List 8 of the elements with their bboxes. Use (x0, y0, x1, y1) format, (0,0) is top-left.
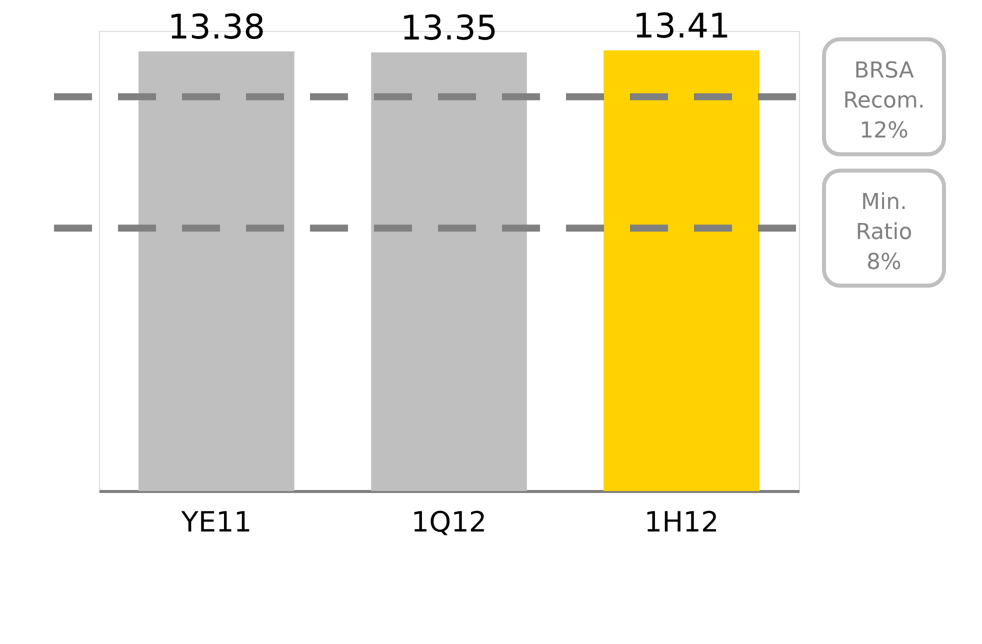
ref-line-label: Min. Ratio 8% (856, 190, 912, 276)
ref-line-label: BRSA Recom. 12% (843, 58, 925, 144)
x-tick-label: YE11 (180, 506, 252, 538)
x-tick-label: 1H12 (644, 506, 719, 538)
x-tick-label: 1Q12 (411, 506, 487, 538)
data-label: 13.41 (632, 6, 730, 46)
data-label: 13.38 (168, 7, 266, 48)
data-label: 13.35 (400, 8, 498, 48)
